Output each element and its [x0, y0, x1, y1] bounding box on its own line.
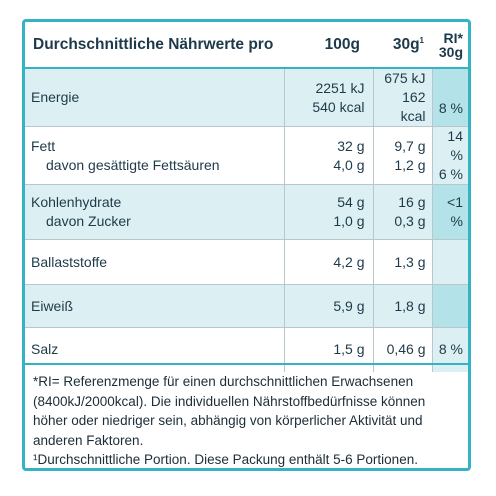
row-fett: Fett davon gesättigte Fettsäuren 32 g 4,0 …: [25, 126, 468, 185]
value-portion: 675 kJ 162 kcal: [373, 67, 433, 127]
value-100g: 32 g 4,0 g: [284, 126, 374, 185]
footnote-portion-explanation: ¹Durchschnittliche Portion. Diese Packun…: [33, 452, 418, 467]
value-ri: <1 %: [432, 184, 468, 240]
row-energie: Energie 2251 kJ 540 kcal 675 kJ 162 kcal 8…: [25, 67, 468, 127]
header-ri: RI* 30g: [432, 22, 468, 69]
value-100g: 2251 kJ 540 kcal: [284, 67, 374, 127]
row-ballaststoffe: Ballaststoffe 4,2 g 1,3 g: [25, 239, 468, 285]
footnote-divider: [25, 363, 468, 365]
value-100g: 54 g 1,0 g: [284, 184, 374, 240]
row-kohlenhydrate: Kohlenhydrate davon Zucker 54 g 1,0 g 16 g…: [25, 184, 468, 240]
row-label: Kohlenhydrate davon Zucker: [25, 184, 285, 240]
value-ri: 8 %: [432, 67, 468, 127]
value-100g: 5,9 g: [284, 284, 374, 328]
nutrition-table: Durchschnittliche Nährwerte pro 100g 30g…: [25, 22, 468, 372]
value-ri: [432, 284, 468, 328]
header-per-100g: 100g: [284, 22, 373, 69]
row-eiweiss: Eiweiß 5,9 g 1,8 g: [25, 284, 468, 328]
header-title: Durchschnittliche Nährwerte pro: [25, 22, 284, 69]
value-100g: 4,2 g: [284, 239, 374, 285]
value-portion: 9,7 g 1,2 g: [373, 126, 433, 185]
row-label: Energie: [25, 67, 285, 127]
value-ri: [432, 239, 468, 285]
footnote-ri-explanation: *RI= Referenzmenge für einen durchschnit…: [33, 374, 426, 448]
value-ri: 14 % 6 %: [432, 126, 468, 185]
nutrition-label-frame: [22, 19, 471, 471]
header-per-portion: 30g1: [373, 22, 432, 69]
row-label: Eiweiß: [25, 284, 285, 328]
table-header-row: Durchschnittliche Nährwerte pro 100g 30g…: [25, 22, 468, 69]
footnote: *RI= Referenzmenge für einen durchschnit…: [33, 372, 463, 470]
row-label: Ballaststoffe: [25, 239, 285, 285]
row-label: Fett davon gesättigte Fettsäuren: [25, 126, 285, 185]
value-portion: 1,3 g: [373, 239, 433, 285]
value-portion: 1,8 g: [373, 284, 433, 328]
value-portion: 16 g 0,3 g: [373, 184, 433, 240]
